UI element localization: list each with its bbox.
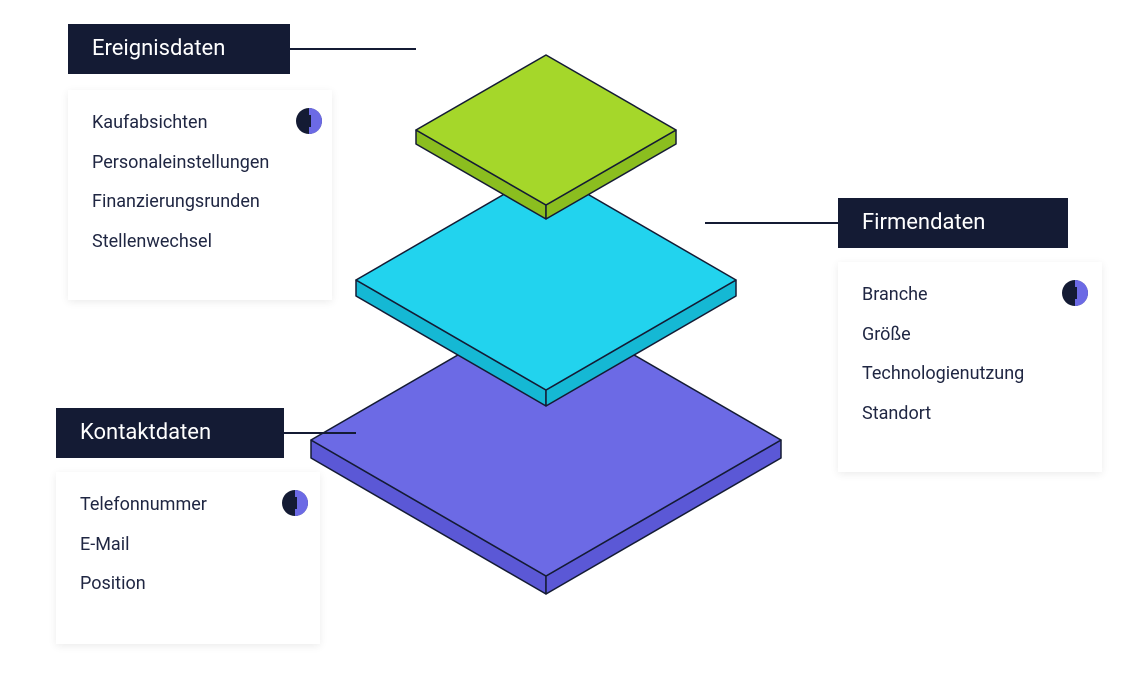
list-item: Kaufabsichten bbox=[92, 112, 308, 134]
ereignis-title-text: Ereignisdaten bbox=[92, 36, 225, 61]
list-item: Finanzierungsrunden bbox=[92, 191, 308, 213]
list-item: Größe bbox=[862, 324, 1078, 346]
list-item: Position bbox=[80, 573, 296, 595]
kontakt-list: Telefonnummer E-Mail Position bbox=[56, 472, 320, 644]
kontakt-title-text: Kontaktdaten bbox=[80, 420, 211, 445]
ereignis-title: Ereignisdaten bbox=[68, 24, 290, 74]
badge-icon bbox=[282, 490, 308, 516]
firmen-title-text: Firmendaten bbox=[862, 210, 985, 235]
ereignis-list: Kaufabsichten Personaleinstellungen Fina… bbox=[68, 90, 332, 300]
firmen-title: Firmendaten bbox=[838, 198, 1068, 248]
list-item: Stellenwechsel bbox=[92, 231, 308, 253]
list-item: Telefonnummer bbox=[80, 494, 296, 516]
connector-ereignis bbox=[290, 48, 416, 50]
list-item: Personaleinstellungen bbox=[92, 152, 308, 174]
kontakt-title: Kontaktdaten bbox=[56, 408, 284, 458]
badge-icon bbox=[1062, 280, 1088, 306]
list-item: Branche bbox=[862, 284, 1078, 306]
diagram-stage: Ereignisdaten Kaufabsichten Personaleins… bbox=[0, 0, 1136, 690]
list-item: Technologienutzung bbox=[862, 363, 1078, 385]
list-item: E-Mail bbox=[80, 534, 296, 556]
connector-firmen bbox=[705, 222, 838, 224]
badge-icon bbox=[296, 108, 322, 134]
connector-kontakt bbox=[284, 432, 356, 434]
list-item: Standort bbox=[862, 403, 1078, 425]
